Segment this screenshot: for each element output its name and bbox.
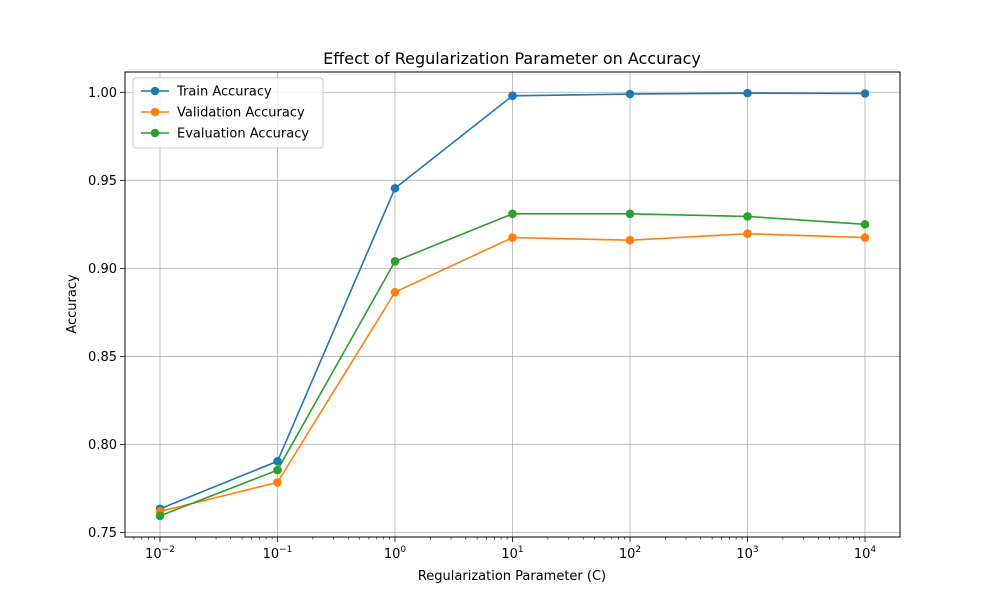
x-tick-label: 100: [384, 545, 407, 562]
data-point: [508, 209, 517, 219]
data-point: [273, 456, 282, 466]
y-tick-label: 0.90: [88, 262, 117, 277]
legend-box: [132, 77, 324, 149]
legend-marker: [150, 107, 160, 117]
x-tick-label: 102: [619, 545, 641, 562]
data-point: [390, 257, 400, 266]
legend-label: Evaluation Accuracy: [177, 127, 309, 142]
ticks: 10−2 10−1 100 101 102 103 104 0.75 0.80 0.85 0.90 0…: [88, 86, 876, 562]
data-point: [743, 212, 752, 221]
y-tick-label: 0.75: [88, 526, 117, 541]
legend-label: Validation Accuracy: [177, 106, 305, 121]
x-tick-label: 104: [854, 545, 877, 562]
y-tick-label: 0.85: [88, 350, 117, 365]
legend: Train Accuracy Validation Accuracy Evaluat…: [132, 77, 324, 149]
data-point: [508, 91, 517, 101]
data-point: [390, 287, 400, 297]
series-layer: [155, 88, 870, 521]
data-point: [860, 233, 870, 242]
data-point: [743, 229, 752, 238]
y-tick-label: 0.80: [88, 438, 117, 453]
x-tick-label: 101: [501, 545, 523, 562]
data-point: [860, 220, 870, 229]
data-point: [625, 89, 635, 99]
data-point: [508, 233, 517, 242]
x-tick-label: 103: [736, 545, 758, 562]
grid: [125, 72, 900, 537]
data-point: [625, 209, 635, 219]
chart-title: Effect of Regularization Parameter on Ac…: [323, 49, 701, 68]
x-tick-label: 10−2: [145, 545, 175, 562]
series-evaluation-accuracy: [155, 209, 870, 521]
legend-marker: [150, 86, 160, 96]
data-point: [273, 478, 282, 487]
legend-marker: [150, 128, 160, 138]
data-point: [743, 88, 752, 98]
data-point: [390, 183, 400, 193]
y-axis-label: Accuracy: [65, 274, 80, 334]
x-tick-label: 10−1: [263, 545, 293, 562]
data-point: [273, 465, 282, 475]
legend-label: Train Accuracy: [176, 85, 272, 100]
x-axis-label: Regularization Parameter (C): [418, 569, 606, 584]
legend-item: Evaluation Accuracy: [141, 127, 309, 142]
series-validation-accuracy: [155, 229, 870, 516]
legend-item: Validation Accuracy: [141, 106, 305, 121]
data-point: [625, 235, 635, 245]
y-tick-label: 0.95: [88, 174, 117, 189]
data-point: [155, 511, 165, 521]
data-point: [860, 89, 870, 98]
legend-item: Train Accuracy: [141, 85, 272, 100]
y-tick-label: 1.00: [88, 86, 117, 101]
